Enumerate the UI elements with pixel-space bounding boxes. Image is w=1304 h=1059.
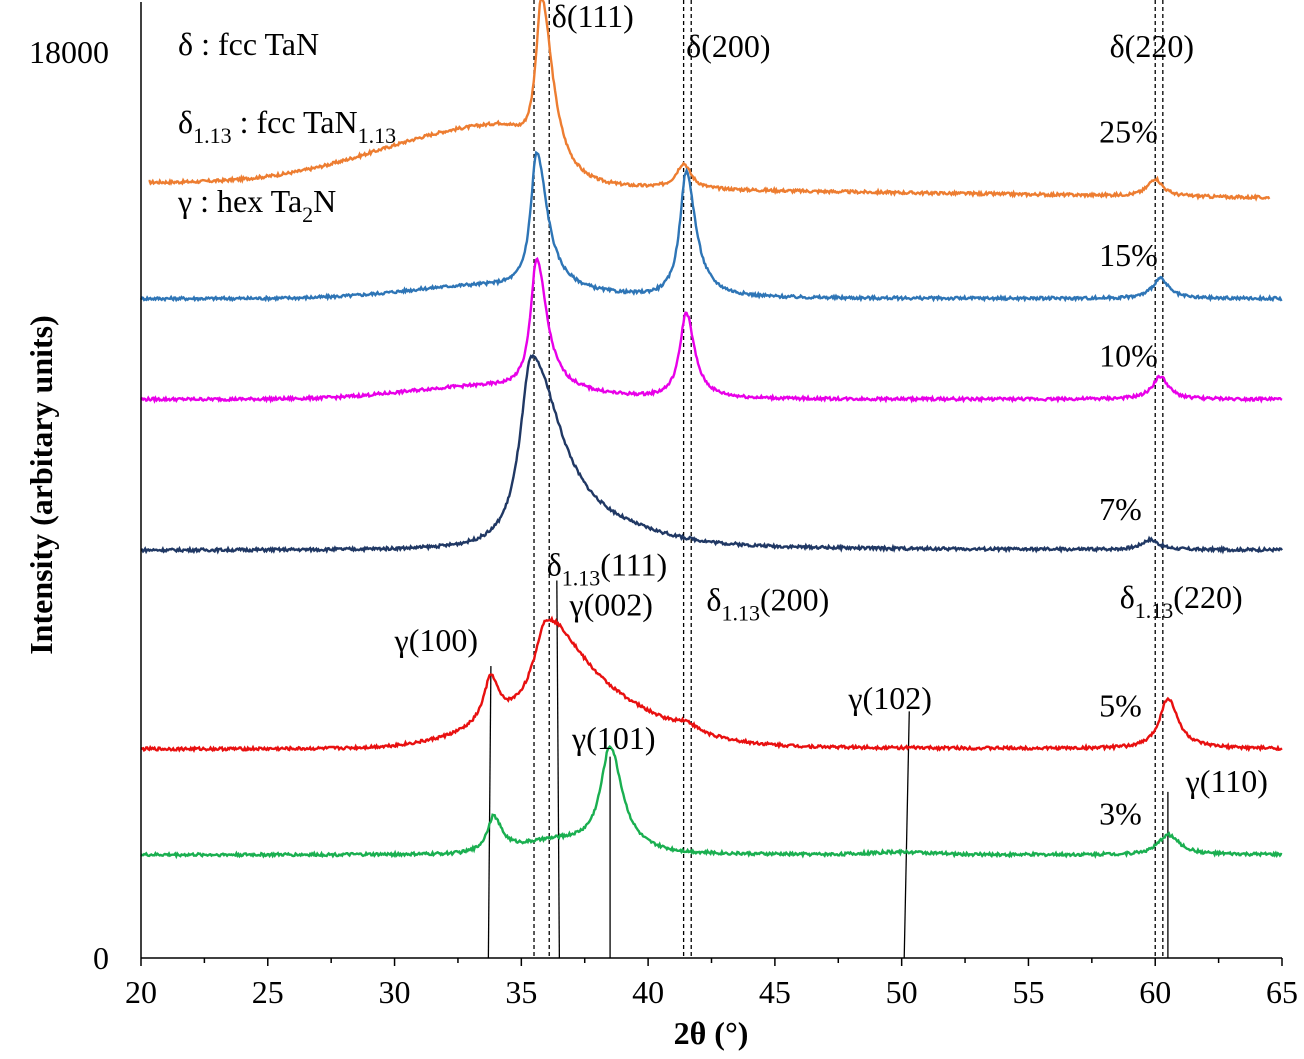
series-label: 5% bbox=[1099, 687, 1142, 723]
x-tick-label: 25 bbox=[252, 974, 284, 1010]
series-line bbox=[140, 256, 1283, 404]
peak-annotation: δ1.13(220) bbox=[1120, 579, 1243, 623]
peak-annotations: δ(111) δ(200) δ(220) δ1.13(111) δ1.13(200) δ1… bbox=[394, 0, 1268, 799]
solid-reference-line bbox=[487, 666, 492, 959]
peak-annotation: δ1.13(200) bbox=[706, 582, 829, 626]
legend-entry: γ : hex Ta2N bbox=[177, 183, 336, 227]
series-label: 3% bbox=[1099, 796, 1142, 832]
x-ticks: 20 25 30 35 40 45 50 55 60 65 bbox=[125, 958, 1298, 1010]
legend-entry: δ1.13 : fcc TaN1.13 bbox=[178, 104, 396, 148]
x-tick-label: 65 bbox=[1266, 974, 1298, 1010]
series-labels: 25% 15% 10% 7% 5% 3% bbox=[1099, 114, 1158, 832]
y-axis-title: Intensity (arbitary units) bbox=[23, 315, 59, 655]
series-line bbox=[140, 615, 1283, 753]
peak-annotation: γ(101) bbox=[571, 720, 655, 756]
x-tick-label: 20 bbox=[125, 974, 157, 1010]
series-group bbox=[139, 0, 1283, 860]
peak-annotation: δ1.13(111) bbox=[547, 546, 668, 590]
solid-reference-line bbox=[556, 580, 561, 959]
peak-annotation: γ(002) bbox=[569, 587, 653, 623]
peak-annotation: γ(102) bbox=[847, 680, 931, 716]
peak-annotation: δ(111) bbox=[552, 0, 634, 34]
x-tick-label: 35 bbox=[505, 974, 537, 1010]
x-tick-label: 45 bbox=[759, 974, 791, 1010]
series-line bbox=[140, 744, 1283, 860]
x-tick-label: 30 bbox=[379, 974, 411, 1010]
series-label: 7% bbox=[1099, 491, 1142, 527]
series-line bbox=[140, 353, 1283, 555]
reference-lines bbox=[487, 0, 1169, 959]
peak-annotation: δ(200) bbox=[686, 28, 770, 64]
series-line bbox=[139, 150, 1283, 303]
solid-reference-line bbox=[903, 711, 910, 959]
series-label: 10% bbox=[1099, 338, 1158, 374]
y-tick-label: 0 bbox=[93, 940, 109, 976]
x-axis-title: 2θ (°) bbox=[674, 1015, 749, 1051]
legend-entry: δ : fcc TaN bbox=[178, 26, 319, 62]
peak-annotation: δ(220) bbox=[1110, 28, 1194, 64]
peak-annotation: γ(100) bbox=[394, 622, 478, 658]
series-label: 25% bbox=[1099, 114, 1158, 150]
x-tick-label: 55 bbox=[1012, 974, 1044, 1010]
y-ticks: 0 18000 bbox=[29, 34, 109, 976]
peak-annotation: γ(110) bbox=[1185, 763, 1268, 799]
x-tick-label: 40 bbox=[632, 974, 664, 1010]
phase-legend: δ : fcc TaN δ1.13 : fcc TaN1.13 γ : hex Ta… bbox=[177, 26, 396, 227]
series-label: 15% bbox=[1099, 237, 1158, 273]
x-tick-label: 50 bbox=[886, 974, 918, 1010]
y-tick-label: 18000 bbox=[29, 34, 109, 70]
series-line bbox=[148, 0, 1271, 202]
x-tick-label: 60 bbox=[1139, 974, 1171, 1010]
